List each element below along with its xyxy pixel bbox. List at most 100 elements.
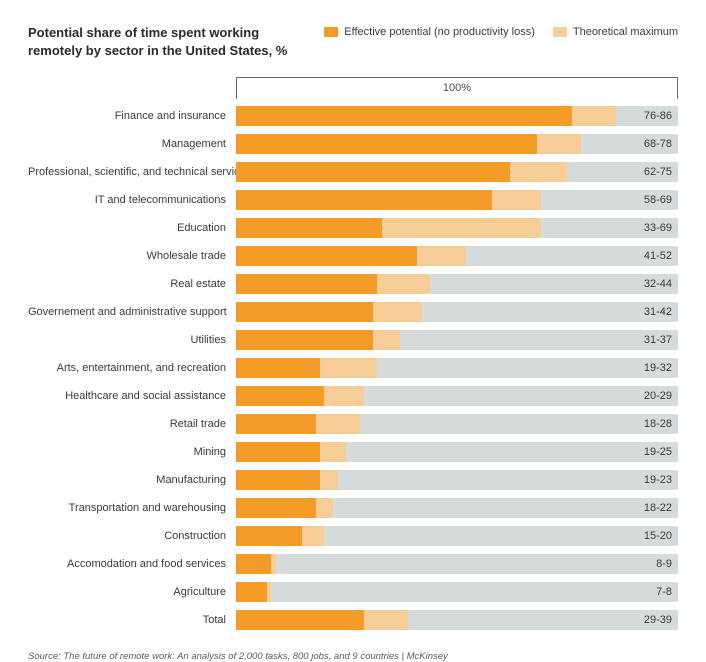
row-label: Finance and insurance [28,110,236,122]
row-label: Retail trade [28,418,236,430]
bar-track: 19-25 [236,442,678,462]
bar-segment-theoretical [267,582,271,602]
chart-row: Real estate32-44 [236,273,678,295]
row-label: Real estate [28,278,236,290]
bar-track: 18-22 [236,498,678,518]
bar-segment-effective [236,470,320,490]
chart-row: Agriculture7-8 [236,581,678,603]
chart-row: Construction15-20 [236,525,678,547]
bar-value-label: 19-23 [644,474,672,486]
row-label: Agriculture [28,586,236,598]
title-line1: Potential share of time spent working [28,25,259,40]
bar-track: 18-28 [236,414,678,434]
bar-segment-theoretical [492,190,541,210]
bar-segment-theoretical [364,610,408,630]
chart-row: Accomodation and food services8-9 [236,553,678,575]
legend-swatch-effective [324,27,338,37]
chart-row: Healthcare and social assistance20-29 [236,385,678,407]
chart-row: Utilities31-37 [236,329,678,351]
bar-track: 7-8 [236,582,678,602]
bar-segment-theoretical [382,218,541,238]
bar-track: 31-42 [236,302,678,322]
bar-segment-effective [236,162,510,182]
bar-segment-effective [236,414,316,434]
row-label: Professional, scientific, and technical … [28,166,236,178]
bar-segment-theoretical [320,442,347,462]
bar-value-label: 19-25 [644,446,672,458]
bar-value-label: 18-28 [644,418,672,430]
bar-track: 62-75 [236,162,678,182]
bar-segment-effective [236,582,267,602]
bar-track: 19-32 [236,358,678,378]
bar-segment-effective [236,358,320,378]
bar-segment-theoretical [377,274,430,294]
bar-segment-effective [236,246,417,266]
row-label: Transportation and warehousing [28,502,236,514]
chart-row: Mining19-25 [236,441,678,463]
bar-value-label: 29-39 [644,614,672,626]
bar-segment-effective [236,442,320,462]
bar-segment-effective [236,106,572,126]
row-label: Mining [28,446,236,458]
bar-segment-theoretical [271,554,275,574]
bar-value-label: 20-29 [644,390,672,402]
bar-segment-theoretical [572,106,616,126]
row-label: Total [28,614,236,626]
bar-track: 31-37 [236,330,678,350]
bar-track: 41-52 [236,246,678,266]
chart-row: Total29-39 [236,609,678,631]
bar-segment-effective [236,554,271,574]
chart-header: Potential share of time spent working re… [28,24,678,59]
legend-item-theoretical: Theoretical maximum [553,26,678,38]
title-line2: remotely by sector in the United States,… [28,43,287,58]
legend-label-effective: Effective potential (no productivity los… [344,26,535,38]
bar-track: 15-20 [236,526,678,546]
bar-track: 58-69 [236,190,678,210]
bar-segment-theoretical [417,246,466,266]
row-label: Construction [28,530,236,542]
source-note: Source: The future of remote work: An an… [28,651,678,662]
bar-segment-theoretical [316,414,360,434]
bar-value-label: 76-86 [644,110,672,122]
row-label: Management [28,138,236,150]
bar-value-label: 15-20 [644,530,672,542]
chart-title: Potential share of time spent working re… [28,24,287,59]
bar-value-label: 8-9 [656,558,672,570]
axis-box: 100% [236,77,678,99]
bar-segment-effective [236,134,537,154]
bar-value-label: 58-69 [644,194,672,206]
legend: Effective potential (no productivity los… [324,26,678,38]
chart-row: Governement and administrative support31… [236,301,678,323]
bar-segment-effective [236,190,492,210]
chart-row: Retail trade18-28 [236,413,678,435]
row-label: IT and telecommunications [28,194,236,206]
bar-segment-effective [236,526,302,546]
row-label: Wholesale trade [28,250,236,262]
bar-segment-effective [236,610,364,630]
bar-value-label: 18-22 [644,502,672,514]
bar-segment-theoretical [510,162,567,182]
bar-segment-effective [236,274,377,294]
bar-track: 33-69 [236,218,678,238]
bar-segment-effective [236,302,373,322]
legend-item-effective: Effective potential (no productivity los… [324,26,535,38]
bar-segment-theoretical [324,386,364,406]
legend-swatch-theoretical [553,27,567,37]
bar-track: 19-23 [236,470,678,490]
row-label: Accomodation and food services [28,558,236,570]
row-label: Arts, entertainment, and recreation [28,362,236,374]
bar-value-label: 41-52 [644,250,672,262]
chart-row: Wholesale trade41-52 [236,245,678,267]
bar-value-label: 19-32 [644,362,672,374]
chart-row: Manufacturing19-23 [236,469,678,491]
bar-segment-theoretical [320,358,377,378]
chart-row: Transportation and warehousing18-22 [236,497,678,519]
chart-row: IT and telecommunications58-69 [236,189,678,211]
legend-label-theoretical: Theoretical maximum [573,26,678,38]
chart-row: Arts, entertainment, and recreation19-32 [236,357,678,379]
bar-track: 20-29 [236,386,678,406]
row-label: Utilities [28,334,236,346]
chart-row: Professional, scientific, and technical … [236,161,678,183]
bar-segment-theoretical [373,330,400,350]
bar-segment-theoretical [316,498,334,518]
